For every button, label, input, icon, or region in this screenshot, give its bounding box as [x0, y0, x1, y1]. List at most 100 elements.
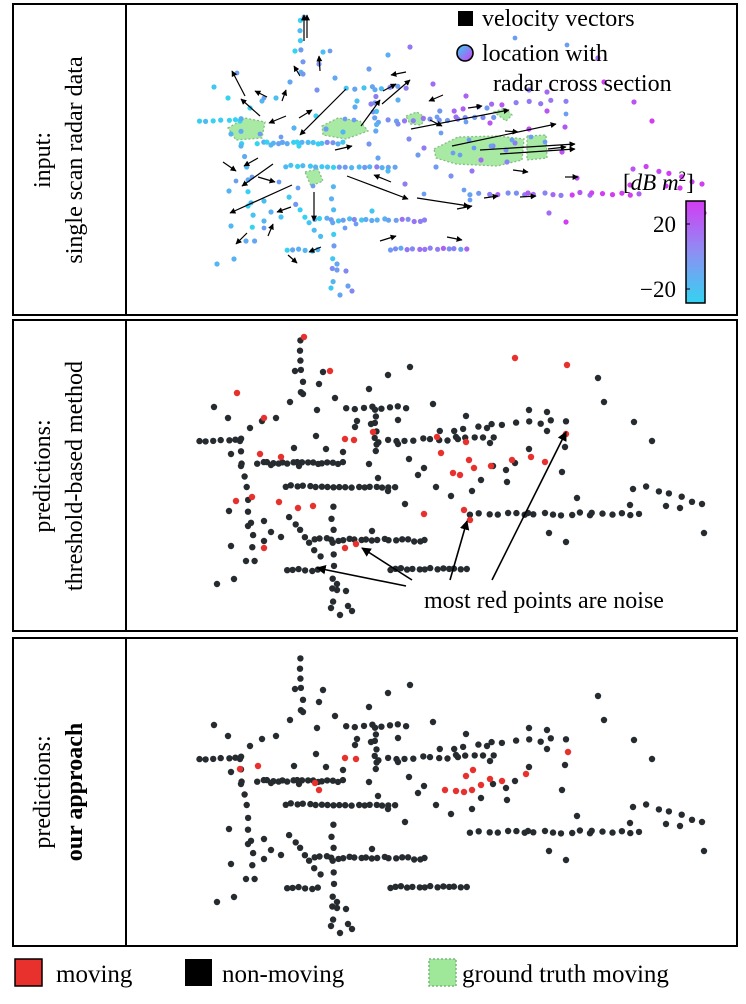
non-moving-point [393, 855, 400, 862]
rcs-location-point [563, 219, 569, 225]
non-moving-point [391, 484, 399, 491]
non-moving-point [335, 537, 342, 545]
ground-truth-moving-region [304, 168, 324, 187]
velocity-legend-label: velocity vectors [482, 6, 635, 32]
moving-point [236, 765, 244, 773]
rcs-location-point [218, 117, 224, 123]
non-moving-point [213, 898, 221, 906]
input-panel-label-1: input: [30, 132, 56, 188]
moving-point [352, 755, 360, 763]
non-moving-point [404, 854, 412, 861]
rcs-location-point [393, 217, 399, 223]
non-moving-point [429, 400, 437, 408]
non-moving-point [312, 483, 319, 491]
rcs-location-point [300, 163, 306, 169]
moving-point [449, 469, 457, 477]
rcs-location-point [373, 128, 379, 134]
non-moving-point [378, 723, 385, 730]
non-moving-point [241, 473, 248, 480]
non-moving-point [373, 746, 380, 753]
rcs-location-point [324, 215, 330, 221]
non-moving-point [374, 536, 381, 544]
non-moving-point [312, 432, 320, 440]
non-moving-point [327, 922, 335, 930]
non-moving-point [277, 851, 285, 859]
non-moving-point [297, 655, 304, 662]
rcs-location-point [489, 101, 495, 107]
non-moving-point [213, 580, 221, 588]
rcs-location-point [627, 192, 633, 198]
non-moving-point [314, 884, 321, 891]
non-moving-point [406, 681, 414, 689]
moving-point [522, 770, 530, 778]
non-moving-point [630, 736, 638, 744]
moving-point [469, 766, 477, 774]
velocity-vector [416, 197, 470, 209]
rcs-location-point [559, 149, 565, 155]
rcs-location-point [279, 139, 285, 145]
non-moving-point [475, 510, 482, 517]
non-moving-point [498, 739, 506, 747]
rcs-location-point [234, 70, 240, 76]
non-moving-point [421, 854, 428, 862]
rcs-location-point [466, 137, 472, 143]
non-moving-point [385, 855, 392, 862]
rcs-location-point [362, 164, 368, 170]
non-moving-point [384, 487, 392, 495]
rcs-location-point [666, 170, 672, 176]
rcs-location-point [342, 225, 348, 231]
rcs-location-point [368, 101, 374, 107]
non-moving-point [576, 509, 584, 516]
non-moving-legend-label: non-moving [222, 961, 345, 988]
rcs-location-point [373, 93, 379, 100]
rcs-location-point [302, 214, 308, 220]
non-moving-point [594, 692, 602, 700]
non-moving-point [342, 587, 350, 595]
non-moving-point [440, 565, 447, 572]
non-moving-point [202, 438, 209, 445]
non-moving-point [394, 758, 402, 766]
non-moving-point [404, 536, 412, 543]
non-moving-point [331, 394, 339, 402]
non-moving-point [296, 665, 304, 672]
moving-legend-swatch [14, 958, 43, 987]
non-moving-point [299, 708, 307, 716]
non-moving-point [511, 777, 519, 785]
non-moving-point [279, 459, 286, 466]
non-moving-point [463, 565, 470, 573]
non-moving-point [210, 403, 218, 411]
rcs-location-point [225, 95, 231, 101]
non-moving-point [285, 513, 293, 521]
rcs-location-point [458, 246, 464, 252]
non-moving-point [451, 427, 458, 435]
non-moving-point [286, 716, 294, 724]
non-moving-point [318, 778, 325, 785]
non-moving-point [384, 754, 392, 762]
non-moving-point [330, 562, 338, 570]
non-moving-point [374, 474, 382, 482]
moving-point [309, 502, 317, 510]
non-moving-point [549, 829, 557, 836]
non-moving-point [479, 434, 487, 441]
rcs-location-point [302, 247, 308, 253]
non-moving-point [512, 737, 520, 744]
non-moving-point [466, 511, 474, 518]
moving-point [248, 493, 256, 501]
non-moving-point [373, 759, 380, 766]
non-moving-point [525, 406, 533, 414]
rcs-location-point [433, 164, 439, 170]
non-moving-point [502, 466, 510, 474]
non-moving-point [227, 542, 235, 550]
rcs-location-point [410, 118, 416, 124]
non-moving-point [244, 826, 252, 833]
rcs-location-point [538, 101, 544, 107]
non-moving-point [353, 417, 361, 425]
non-moving-point [494, 829, 501, 836]
rcs-location-point [574, 175, 580, 181]
non-moving-point [305, 857, 313, 864]
non-moving-point [486, 439, 494, 447]
threshold-scatter-plot [196, 333, 708, 619]
rcs-location-point [409, 246, 415, 252]
non-moving-point [284, 460, 291, 467]
ground-truth-moving-region [433, 135, 525, 167]
